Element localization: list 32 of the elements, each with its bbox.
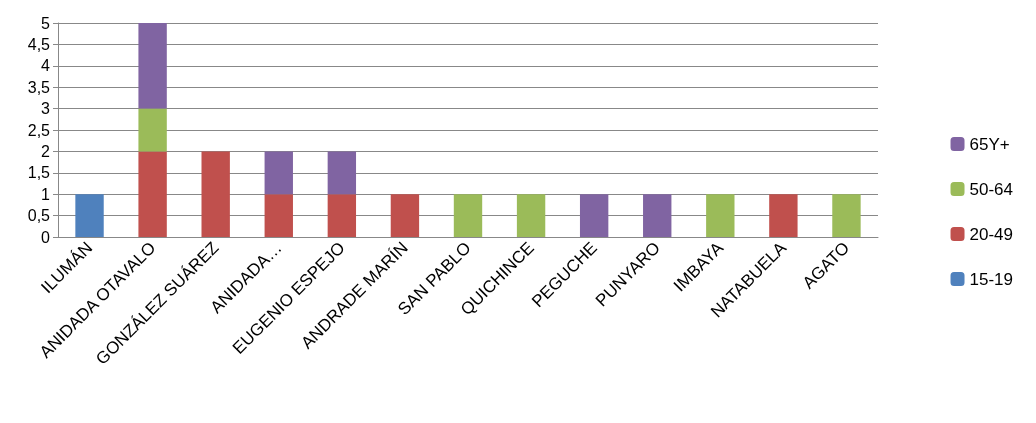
- bar: [516, 194, 546, 237]
- y-tick-label: 4: [41, 57, 51, 75]
- y-tick-label: 5: [41, 14, 51, 32]
- bar: [579, 194, 609, 237]
- bar: [706, 194, 735, 237]
- bar: [75, 194, 104, 237]
- y-tick-label: 2,5: [27, 121, 51, 139]
- y-tick-label: 0: [41, 228, 51, 246]
- bar: [138, 23, 167, 109]
- bar: [201, 151, 230, 237]
- bar: [327, 194, 357, 237]
- y-tick-label: 3: [41, 100, 51, 118]
- bar: [453, 194, 483, 237]
- bar: [769, 194, 798, 237]
- bar: [138, 108, 167, 152]
- legend-label: 20-49: [969, 224, 1013, 244]
- bar: [138, 151, 167, 237]
- bar: [643, 194, 672, 237]
- bar: [832, 194, 861, 237]
- y-tick-label: 3,5: [27, 78, 51, 96]
- y-tick-label: 0,5: [27, 207, 51, 225]
- legend-label: 50-64: [969, 179, 1013, 199]
- y-tick-label: 1,5: [27, 164, 51, 182]
- y-tick-label: 1: [41, 185, 51, 203]
- bar: [390, 194, 420, 237]
- bar: [264, 151, 293, 195]
- bar: [327, 151, 357, 195]
- bar: [264, 194, 293, 237]
- y-tick-label: 2: [41, 142, 51, 160]
- y-tick-label: 4,5: [27, 35, 51, 53]
- legend-label: 65Y+: [969, 134, 1010, 154]
- legend-label: 15-19: [969, 269, 1013, 289]
